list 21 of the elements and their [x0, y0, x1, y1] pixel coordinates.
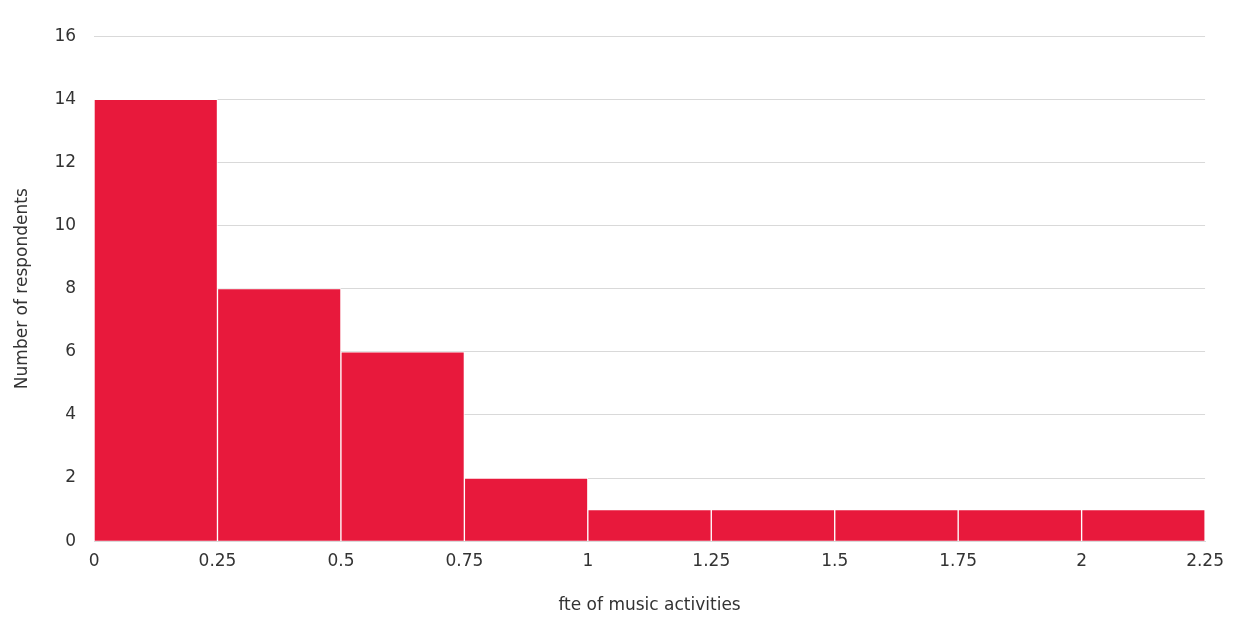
- y-tick-label: 16: [54, 24, 77, 45]
- y-axis-title: Number of respondents: [10, 188, 31, 390]
- x-tick-label: 0: [88, 549, 100, 570]
- y-tick-label: 4: [65, 403, 77, 424]
- y-tick-label: 8: [65, 277, 77, 298]
- x-tick-label: 2.25: [1186, 549, 1224, 570]
- y-tick-label: 0: [65, 529, 77, 550]
- x-tick-label: 1.75: [939, 549, 978, 570]
- x-tick-label: 1: [582, 549, 594, 570]
- x-tick-label: 0.25: [198, 549, 237, 570]
- x-axis-title: fte of music activities: [558, 594, 741, 615]
- x-tick-label: 2: [1076, 549, 1088, 570]
- x-tick-label: 1.5: [821, 549, 849, 570]
- y-tick-label: 6: [65, 340, 77, 361]
- y-tick-label: 12: [54, 150, 77, 171]
- y-tick-label: 14: [54, 87, 77, 108]
- x-tick-label: 0.5: [327, 549, 355, 570]
- y-tick-label: 10: [54, 214, 77, 234]
- x-tick-label: 0.75: [445, 549, 484, 570]
- y-tick-label: 2: [65, 466, 77, 487]
- x-tick-label: 1.25: [692, 549, 731, 570]
